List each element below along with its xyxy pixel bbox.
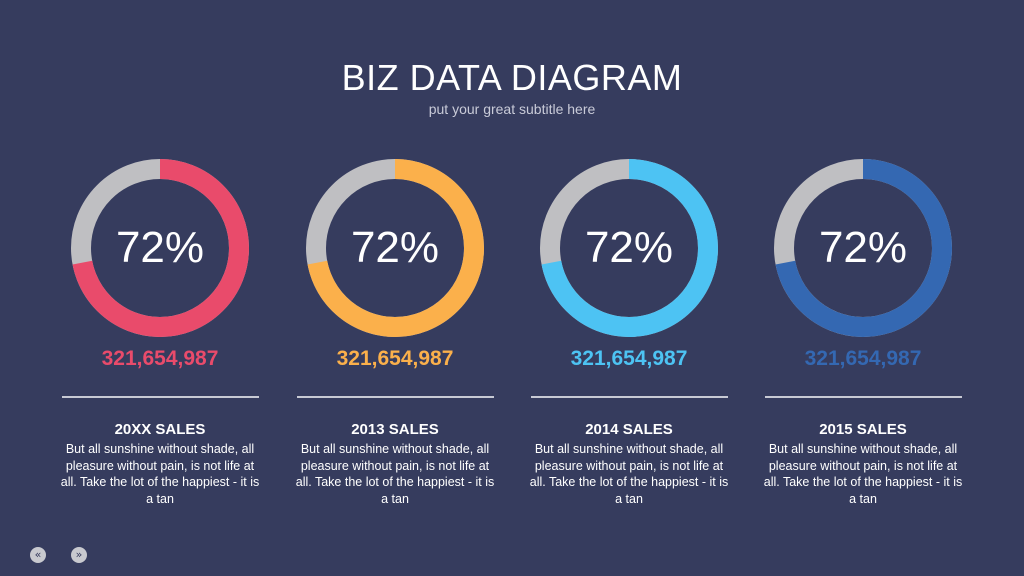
sales-amount-4: 321,654,987 xyxy=(804,347,922,370)
double-chevron-right-icon[interactable]: » xyxy=(71,547,87,563)
donut-svg-3 xyxy=(540,159,718,337)
sales-label-1: 20XX SALES xyxy=(114,421,206,438)
divider-4 xyxy=(765,396,962,398)
sales-amount-3: 321,654,987 xyxy=(570,347,688,370)
sales-description-3: But all sunshine without shade, all plea… xyxy=(529,442,729,506)
slide-subtitle: put your great subtitle here xyxy=(428,101,596,117)
sales-label-4: 2015 SALES xyxy=(819,421,907,438)
sales-description-2: But all sunshine without shade, all plea… xyxy=(295,442,495,506)
sales-card-1: 72% 321,654,987 20XX SALES But all sunsh… xyxy=(43,150,277,520)
sales-card-4: 72% 321,654,987 2015 SALES But all sunsh… xyxy=(746,150,980,520)
donut-chart-4 xyxy=(773,158,953,338)
sales-description-4: But all sunshine without shade, all plea… xyxy=(763,442,963,506)
donut-chart-3 xyxy=(539,158,719,338)
donut-chart-2 xyxy=(305,158,485,338)
double-chevron-left-icon[interactable]: « xyxy=(30,547,46,563)
sales-card-2: 72% 321,654,987 2013 SALES But all sunsh… xyxy=(278,150,512,520)
donut-svg-1 xyxy=(71,159,249,337)
sales-label-2: 2013 SALES xyxy=(351,421,439,438)
donut-svg-4 xyxy=(774,159,952,337)
donut-value-slice-2 xyxy=(306,159,484,337)
divider-1 xyxy=(62,396,259,398)
sales-label-3: 2014 SALES xyxy=(585,421,673,438)
sales-card-3: 72% 321,654,987 2014 SALES But all sunsh… xyxy=(512,150,746,520)
donut-svg-2 xyxy=(306,159,484,337)
sales-description-1: But all sunshine without shade, all plea… xyxy=(60,442,260,506)
slide-title: BIZ DATA DIAGRAM xyxy=(341,57,683,98)
percent-label-2: 72% xyxy=(350,223,440,272)
donut-value-slice-1 xyxy=(71,159,249,337)
divider-2 xyxy=(297,396,494,398)
percent-label-1: 72% xyxy=(115,223,205,272)
sales-amount-2: 321,654,987 xyxy=(336,347,454,370)
donut-value-slice-4 xyxy=(774,159,952,337)
sales-amount-1: 321,654,987 xyxy=(101,347,219,370)
divider-3 xyxy=(531,396,728,398)
donut-value-slice-3 xyxy=(540,159,718,337)
percent-label-3: 72% xyxy=(584,223,674,272)
donut-chart-1 xyxy=(70,158,250,338)
percent-label-4: 72% xyxy=(818,223,908,272)
